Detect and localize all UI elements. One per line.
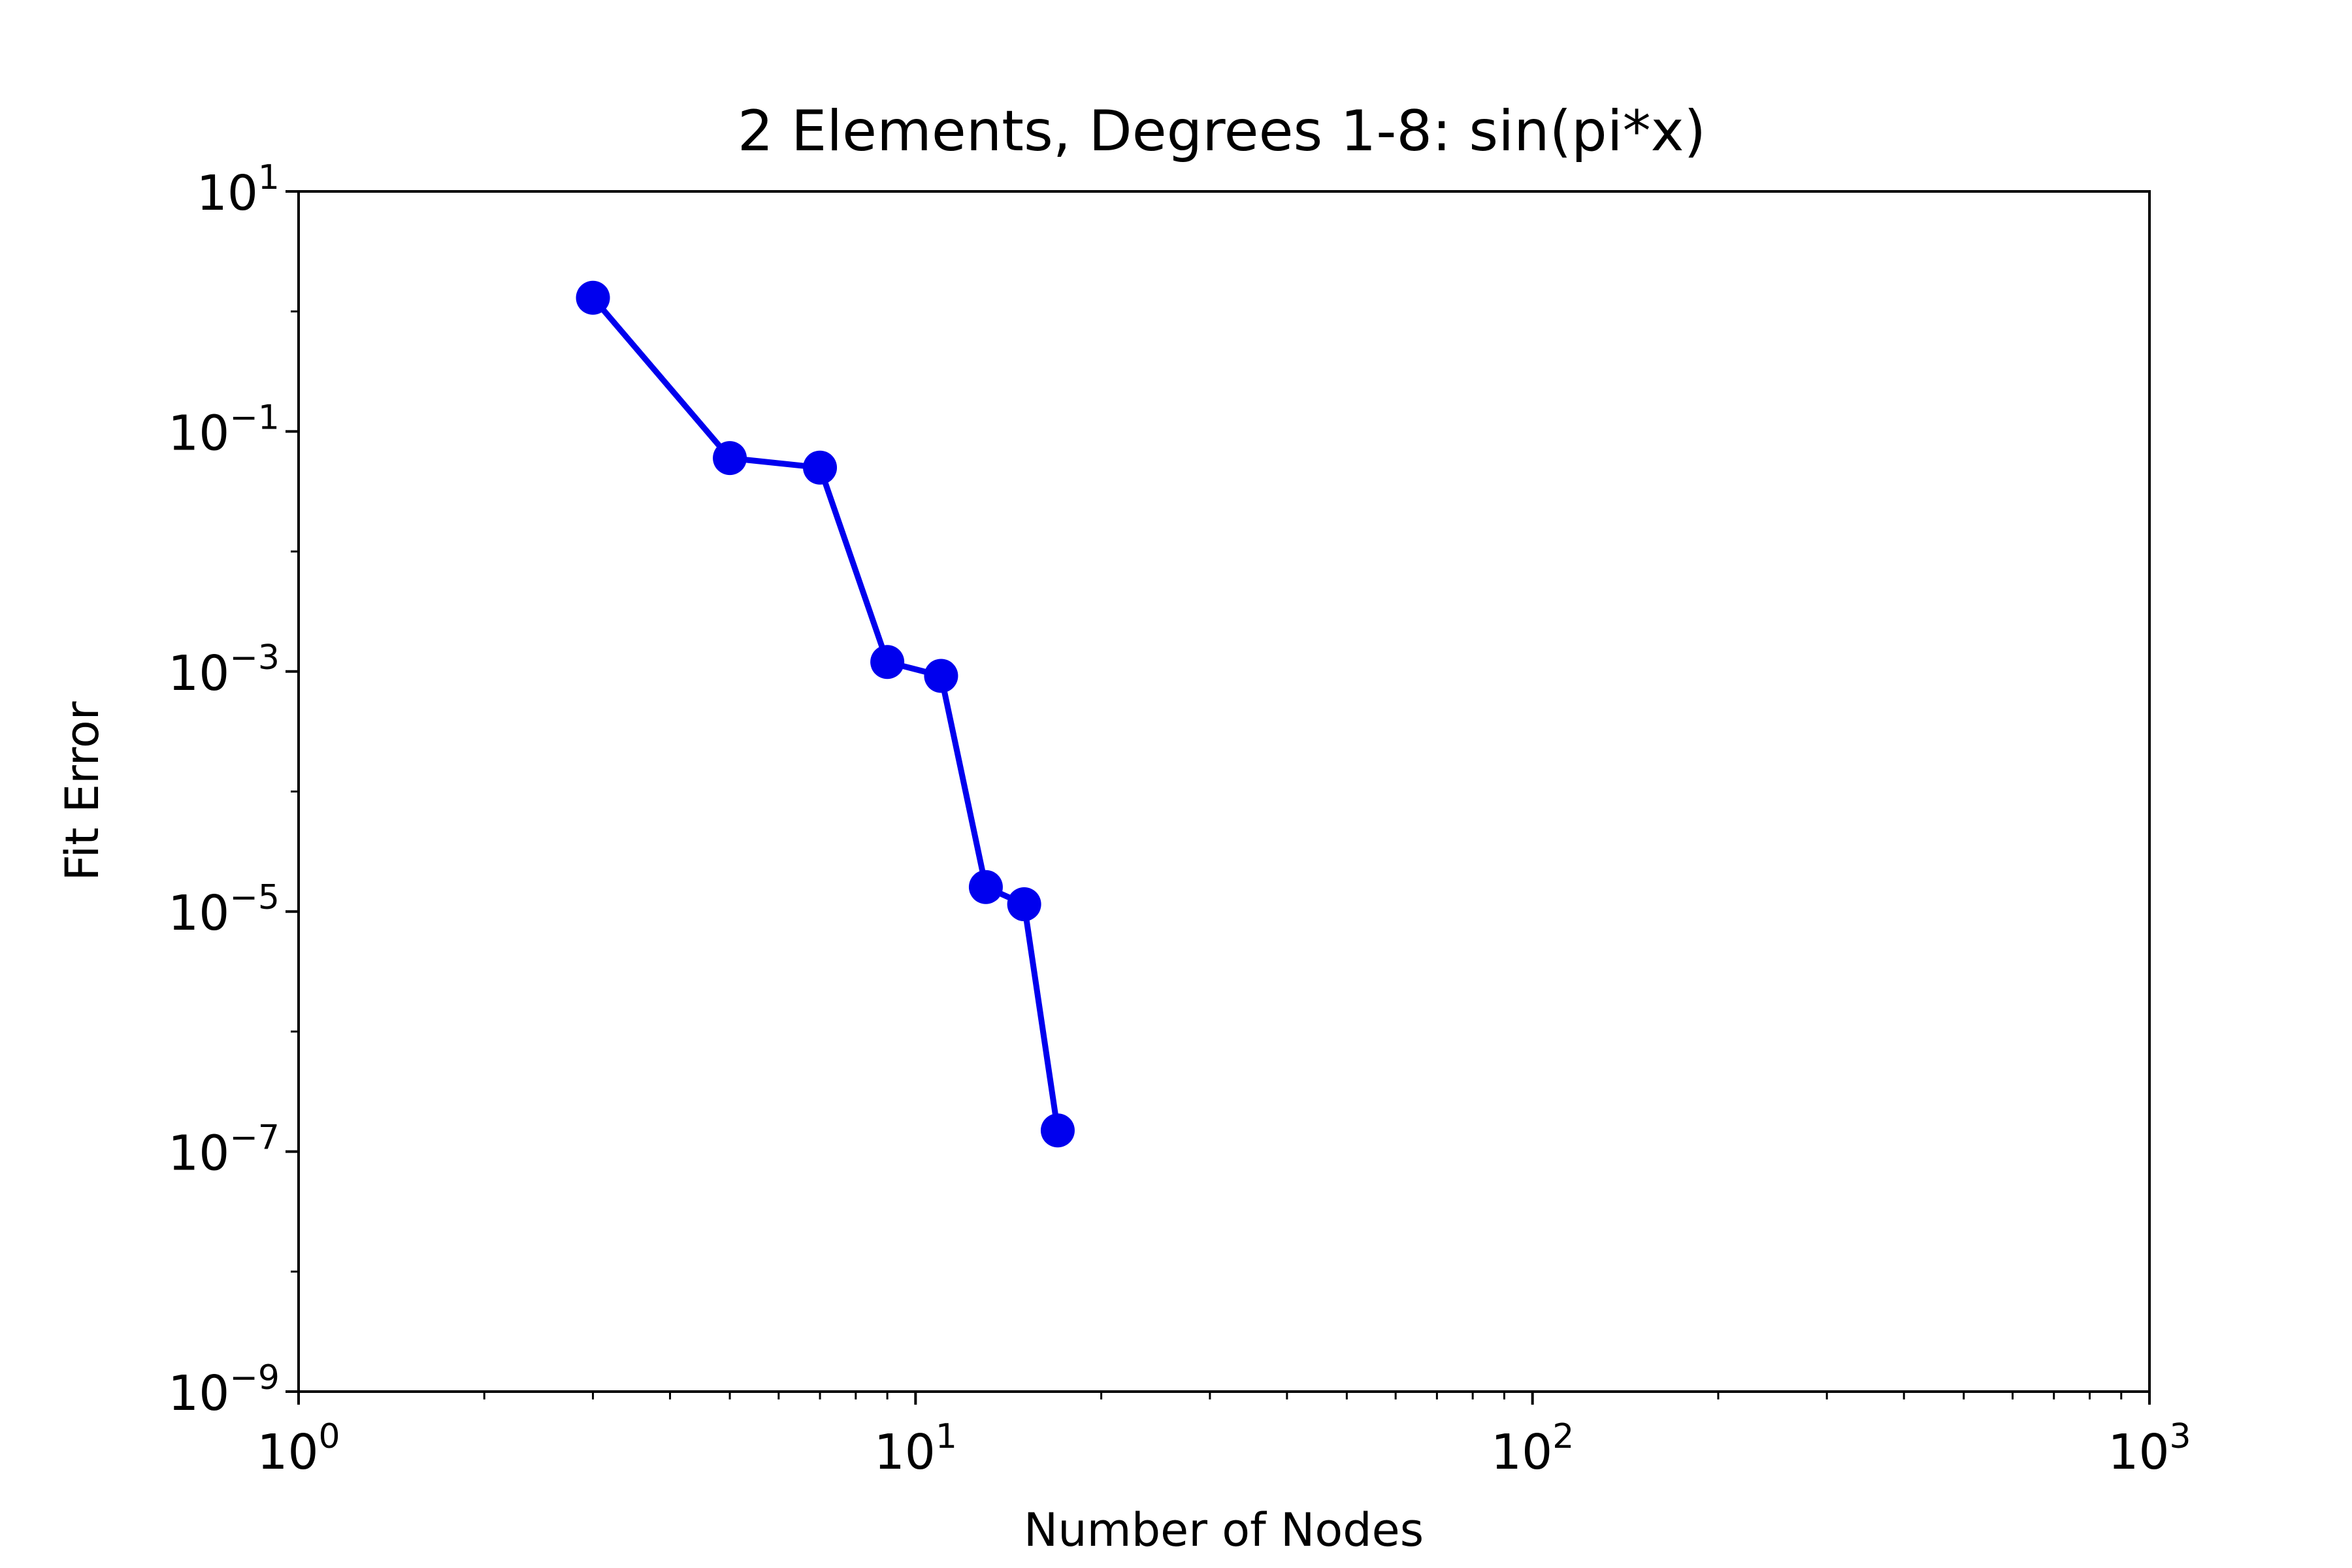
series-group xyxy=(576,280,1075,1148)
y-tick-label-base: 10 xyxy=(168,1365,229,1422)
x-tick-label-exponent: 3 xyxy=(2170,1417,2191,1456)
x-tick-label: 101 xyxy=(874,1417,957,1480)
x-tick-label-base: 10 xyxy=(257,1424,318,1480)
y-tick-label: 10−9 xyxy=(168,1358,280,1422)
data-point xyxy=(870,645,905,679)
y-tick-label: 101 xyxy=(197,158,280,221)
x-tick-label: 102 xyxy=(1491,1417,1574,1480)
x-tick-label-exponent: 2 xyxy=(1552,1417,1574,1456)
data-point xyxy=(576,280,610,315)
x-tick-label: 100 xyxy=(257,1417,340,1480)
y-tick-label-base: 10 xyxy=(168,405,229,461)
data-point xyxy=(1040,1113,1075,1148)
chart-title: 2 Elements, Degrees 1-8: sin(pi*x) xyxy=(738,99,1706,164)
x-axis-label: Number of Nodes xyxy=(1024,1503,1424,1557)
y-tick-label-exponent: 1 xyxy=(258,158,280,197)
data-point xyxy=(713,441,747,476)
data-point xyxy=(968,870,1003,904)
y-tick-label-exponent: −1 xyxy=(229,398,280,437)
x-tick-label-base: 10 xyxy=(874,1424,936,1480)
x-tick-label-base: 10 xyxy=(2108,1424,2169,1480)
plot-area-frame xyxy=(297,190,2151,1393)
y-tick-label-base: 10 xyxy=(168,645,229,702)
y-tick-label-exponent: −9 xyxy=(229,1358,280,1397)
data-point xyxy=(803,450,838,485)
y-tick-label: 10−3 xyxy=(168,638,280,702)
y-tick-label: 10−1 xyxy=(168,398,280,461)
y-tick-label-exponent: −5 xyxy=(229,878,280,917)
y-tick-label-exponent: −3 xyxy=(229,638,280,678)
y-axis-label: Fit Error xyxy=(56,701,109,881)
data-point xyxy=(924,659,958,693)
x-tick-label: 103 xyxy=(2108,1417,2191,1480)
y-tick-label: 10−7 xyxy=(168,1119,280,1182)
y-tick-label-base: 10 xyxy=(168,1126,229,1182)
y-tick-label-exponent: −7 xyxy=(229,1119,280,1158)
x-tick-label-exponent: 1 xyxy=(936,1417,957,1456)
x-tick-label-base: 10 xyxy=(1491,1424,1552,1480)
data-point xyxy=(1007,887,1041,922)
y-tick-label-base: 10 xyxy=(197,165,258,221)
x-tick-label-exponent: 0 xyxy=(319,1417,340,1456)
y-tick-label: 10−5 xyxy=(168,878,280,941)
y-tick-label-base: 10 xyxy=(168,885,229,941)
